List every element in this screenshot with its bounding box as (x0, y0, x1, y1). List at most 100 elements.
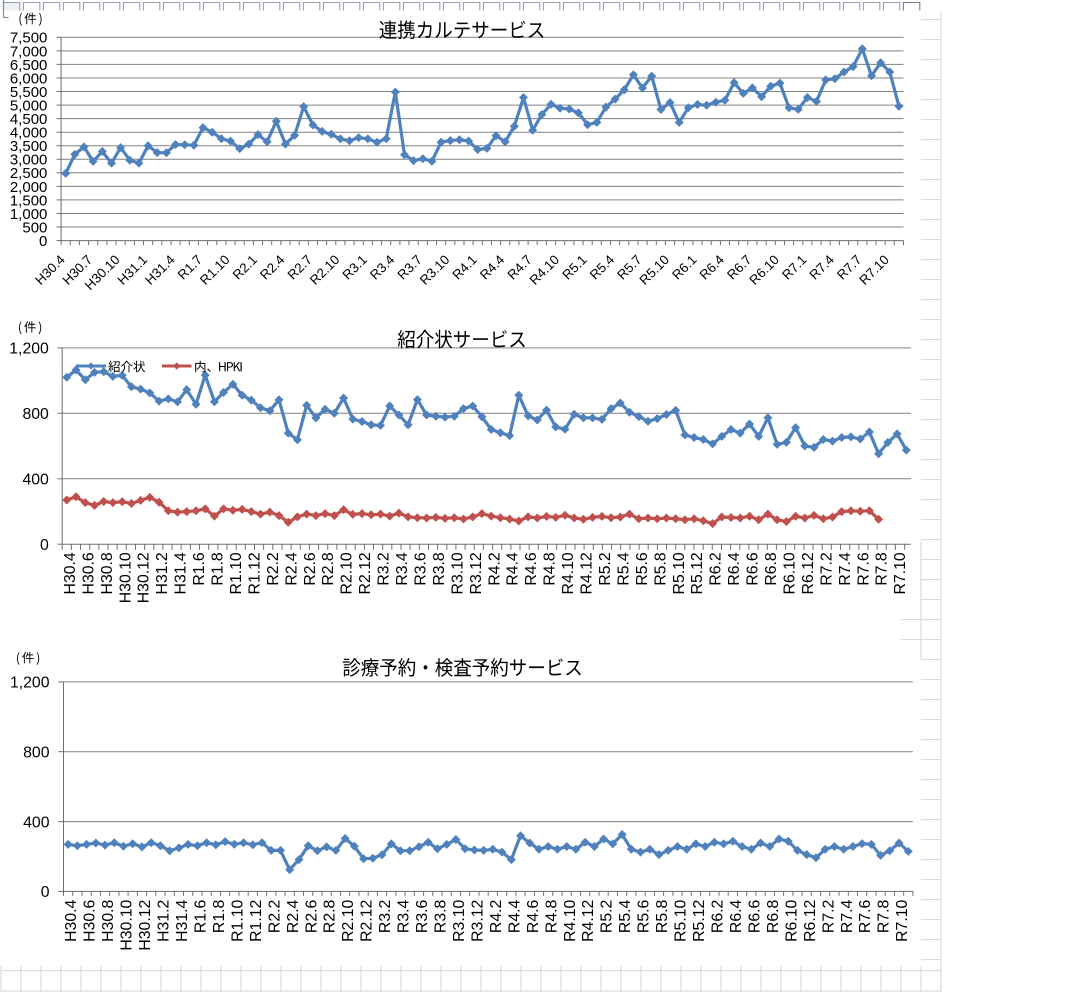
svg-text:R6.2: R6.2 (710, 900, 727, 933)
svg-text:R4.4: R4.4 (505, 552, 522, 586)
svg-text:R4.6: R4.6 (523, 552, 540, 586)
svg-text:R4.10: R4.10 (560, 552, 577, 594)
svg-text:500: 500 (22, 219, 47, 236)
svg-text:800: 800 (22, 406, 49, 423)
svg-text:H30.8: H30.8 (100, 899, 117, 941)
svg-text:R4.2: R4.2 (486, 552, 503, 585)
svg-text:R5.8: R5.8 (652, 552, 669, 586)
svg-text:R1.8: R1.8 (211, 899, 228, 933)
svg-text:R5.2: R5.2 (599, 900, 616, 933)
svg-text:R1.6: R1.6 (191, 552, 208, 586)
svg-text:7,000: 7,000 (10, 43, 48, 60)
svg-text:R3.10: R3.10 (451, 899, 468, 941)
svg-text:H31.4: H31.4 (174, 899, 191, 941)
svg-text:R5.4: R5.4 (617, 899, 634, 933)
svg-text:H30.8: H30.8 (99, 552, 116, 594)
svg-text:R6.4: R6.4 (726, 552, 743, 586)
svg-text:R3.8: R3.8 (433, 899, 450, 933)
svg-text:R5.12: R5.12 (691, 900, 708, 942)
svg-text:6,000: 6,000 (10, 70, 48, 87)
svg-text:R4.6: R4.6 (525, 899, 542, 933)
svg-text:R3.4: R3.4 (394, 552, 411, 586)
svg-text:3,500: 3,500 (10, 138, 48, 155)
svg-text:R2.10: R2.10 (339, 552, 356, 594)
svg-text:H31.2: H31.2 (156, 900, 173, 942)
svg-text:0: 0 (39, 233, 47, 250)
svg-text:R2.6: R2.6 (302, 552, 319, 586)
svg-text:R2.12: R2.12 (359, 900, 376, 942)
svg-text:R2.4: R2.4 (283, 552, 300, 586)
svg-text:R7.4: R7.4 (837, 552, 854, 586)
svg-text:R4.12: R4.12 (579, 552, 596, 594)
svg-text:R4.10: R4.10 (562, 899, 579, 941)
svg-text:R2.2: R2.2 (265, 552, 282, 585)
svg-text:H30.10: H30.10 (119, 899, 136, 950)
svg-text:H31.4: H31.4 (173, 552, 190, 594)
svg-text:R2.10: R2.10 (340, 899, 357, 941)
svg-text:H30.4: H30.4 (63, 899, 80, 941)
svg-text:R4.4: R4.4 (506, 899, 523, 933)
svg-text:R5.10: R5.10 (673, 899, 690, 941)
svg-text:3,000: 3,000 (10, 152, 48, 169)
svg-text:1,500: 1,500 (10, 192, 48, 209)
svg-text:R5.4: R5.4 (615, 552, 632, 586)
svg-text:H30.10: H30.10 (117, 552, 134, 603)
svg-text:4,500: 4,500 (10, 111, 48, 128)
svg-text:H31.2: H31.2 (154, 552, 171, 594)
svg-text:R5.6: R5.6 (634, 552, 651, 586)
svg-text:R2.8: R2.8 (320, 552, 337, 586)
svg-text:2,000: 2,000 (10, 179, 48, 196)
svg-text:R7.6: R7.6 (855, 552, 872, 586)
svg-text:R3.6: R3.6 (413, 552, 430, 586)
svg-text:R3.2: R3.2 (376, 552, 393, 585)
svg-text:H30.6: H30.6 (82, 899, 99, 941)
svg-text:R6.8: R6.8 (765, 899, 782, 933)
svg-text:400: 400 (23, 814, 50, 831)
svg-text:R6.10: R6.10 (782, 552, 799, 594)
svg-text:R4.12: R4.12 (580, 900, 597, 942)
svg-text:R1.10: R1.10 (229, 899, 246, 941)
svg-text:R3.12: R3.12 (470, 900, 487, 942)
svg-text:R6.12: R6.12 (802, 900, 819, 942)
svg-text:R7.8: R7.8 (874, 552, 891, 586)
svg-text:1,200: 1,200 (10, 675, 50, 692)
svg-text:R3.8: R3.8 (431, 552, 448, 586)
svg-text:H30.12: H30.12 (137, 900, 154, 951)
svg-text:R1.6: R1.6 (193, 899, 210, 933)
svg-text:R1.12: R1.12 (246, 552, 263, 594)
svg-text:R5.10: R5.10 (671, 552, 688, 594)
svg-text:R6.2: R6.2 (708, 552, 725, 585)
svg-text:R2.4: R2.4 (285, 899, 302, 933)
svg-text:R7.2: R7.2 (818, 552, 835, 585)
svg-text:H30.12: H30.12 (136, 552, 153, 603)
svg-text:R2.6: R2.6 (303, 899, 320, 933)
svg-text:R5.8: R5.8 (654, 899, 671, 933)
svg-text:R3.12: R3.12 (468, 552, 485, 594)
svg-text:R4.8: R4.8 (543, 899, 560, 933)
svg-text:H30.4: H30.4 (62, 552, 79, 594)
svg-text:6,500: 6,500 (10, 57, 48, 74)
svg-text:R3.6: R3.6 (414, 899, 431, 933)
svg-text:R6.12: R6.12 (800, 552, 817, 594)
svg-text:R4.2: R4.2 (488, 900, 505, 933)
svg-text:R7.10: R7.10 (892, 552, 909, 594)
svg-text:R5.2: R5.2 (597, 552, 614, 585)
svg-text:R3.2: R3.2 (377, 900, 394, 933)
svg-text:R5.12: R5.12 (689, 552, 706, 594)
svg-text:R3.4: R3.4 (396, 899, 413, 933)
svg-text:R7.6: R7.6 (857, 899, 874, 933)
svg-text:R6.10: R6.10 (783, 899, 800, 941)
svg-text:R1.12: R1.12 (248, 900, 265, 942)
svg-text:400: 400 (22, 472, 49, 489)
svg-text:R7.2: R7.2 (820, 900, 837, 933)
svg-text:0: 0 (41, 884, 50, 901)
svg-text:R6.6: R6.6 (746, 899, 763, 933)
svg-text:H30.6: H30.6 (80, 552, 97, 594)
svg-text:R1.10: R1.10 (228, 552, 245, 594)
svg-text:R7.4: R7.4 (839, 899, 856, 933)
svg-text:R2.2: R2.2 (266, 900, 283, 933)
svg-text:R3.10: R3.10 (449, 552, 466, 594)
svg-text:0: 0 (40, 537, 49, 554)
svg-text:5,500: 5,500 (10, 84, 48, 101)
svg-text:R7.8: R7.8 (876, 899, 893, 933)
